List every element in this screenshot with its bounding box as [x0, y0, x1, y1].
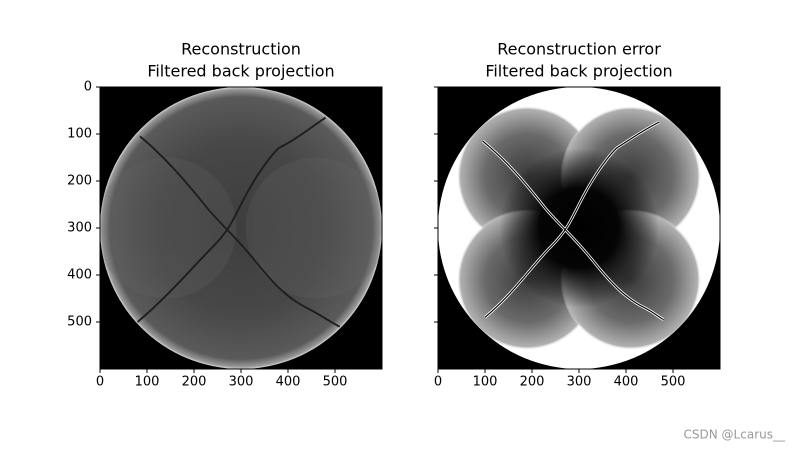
- x-tick-label: 100: [135, 375, 160, 390]
- y-tick-label: 400: [67, 268, 92, 283]
- watermark: CSDN @Lcarus__: [684, 428, 786, 442]
- x-tick-label: 400: [614, 375, 639, 390]
- x-tick-label: 100: [473, 375, 498, 390]
- image: [438, 87, 720, 370]
- x-tick-label: 0: [96, 375, 104, 390]
- chart-title: Reconstruction: [181, 40, 301, 59]
- x-tick-label: 300: [567, 375, 592, 390]
- chart-title: Reconstruction error: [497, 40, 661, 59]
- chart-title: Filtered back projection: [485, 62, 672, 81]
- chart-title: Filtered back projection: [147, 62, 334, 81]
- x-tick-label: 500: [323, 375, 348, 390]
- y-tick-label: 0: [84, 80, 92, 95]
- x-tick-label: 300: [229, 375, 254, 390]
- y-tick-label: 300: [67, 221, 92, 236]
- x-tick-label: 400: [276, 375, 301, 390]
- x-tick-label: 200: [182, 375, 207, 390]
- x-tick-label: 0: [434, 375, 442, 390]
- y-tick-label: 500: [67, 315, 92, 330]
- x-tick-label: 200: [520, 375, 545, 390]
- y-tick-label: 200: [67, 174, 92, 189]
- y-tick-label: 100: [67, 127, 92, 142]
- image: [100, 87, 383, 370]
- x-tick-label: 500: [661, 375, 686, 390]
